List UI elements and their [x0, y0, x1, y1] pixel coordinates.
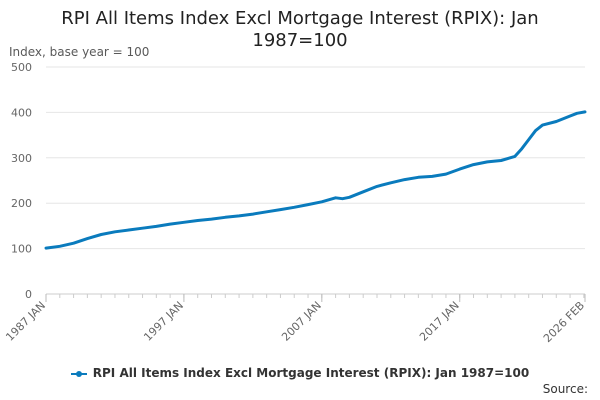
y-tick-label: 400: [11, 106, 32, 119]
y-tick-label: 300: [11, 152, 32, 165]
x-tick-label: 1997 JAN: [141, 299, 186, 344]
chart-title: RPI All Items Index Excl Mortgage Intere…: [0, 8, 600, 52]
x-tick-label: 2017 JAN: [417, 299, 462, 344]
legend[interactable]: RPI All Items Index Excl Mortgage Intere…: [0, 366, 600, 380]
source-label: Source:: [542, 382, 588, 396]
chart-title-line-2: 1987=100: [252, 30, 348, 51]
series-line-rpix: [44, 110, 587, 250]
chart-title-line-1: RPI All Items Index Excl Mortgage Intere…: [61, 8, 539, 29]
y-tick-label: 100: [11, 243, 32, 256]
x-tick-label: 2026 FEB: [541, 299, 587, 345]
y-tick-label: 0: [25, 288, 32, 301]
y-axis-label: Index, base year = 100: [9, 45, 150, 59]
y-tick-label: 500: [11, 61, 32, 74]
legend-line-marker-icon: [70, 370, 87, 377]
x-tick-label: 2007 JAN: [279, 299, 324, 344]
y-tick-label: 200: [11, 197, 32, 210]
x-tick-label: 1987 JAN: [3, 299, 48, 344]
legend-label: RPI All Items Index Excl Mortgage Intere…: [92, 366, 530, 380]
